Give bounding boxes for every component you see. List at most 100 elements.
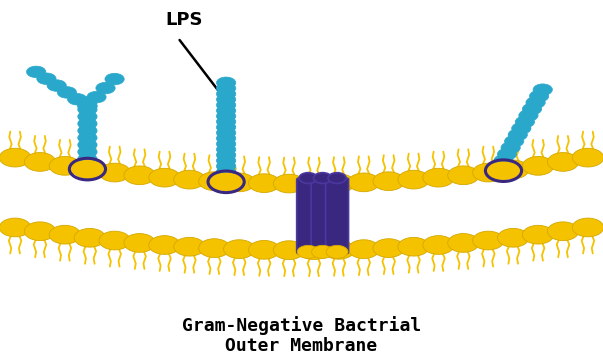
Circle shape bbox=[398, 170, 429, 189]
Circle shape bbox=[49, 225, 81, 244]
Circle shape bbox=[224, 240, 255, 258]
Circle shape bbox=[49, 157, 81, 175]
Circle shape bbox=[74, 160, 106, 179]
Circle shape bbox=[501, 142, 520, 153]
Circle shape bbox=[78, 146, 97, 158]
FancyBboxPatch shape bbox=[297, 178, 320, 254]
Circle shape bbox=[522, 103, 541, 115]
Circle shape bbox=[273, 174, 305, 193]
Circle shape bbox=[326, 245, 348, 258]
Circle shape bbox=[323, 174, 355, 193]
Circle shape bbox=[0, 218, 31, 237]
Circle shape bbox=[99, 231, 130, 250]
Circle shape bbox=[522, 157, 554, 175]
Circle shape bbox=[497, 160, 529, 179]
Text: LPS: LPS bbox=[165, 11, 203, 29]
Circle shape bbox=[99, 163, 130, 182]
Circle shape bbox=[519, 110, 538, 121]
Circle shape bbox=[78, 111, 97, 122]
Circle shape bbox=[216, 127, 236, 139]
Circle shape bbox=[348, 240, 379, 258]
Circle shape bbox=[328, 173, 346, 184]
Circle shape bbox=[216, 138, 236, 150]
Circle shape bbox=[216, 82, 236, 94]
Circle shape bbox=[447, 166, 479, 185]
Circle shape bbox=[373, 172, 405, 190]
Circle shape bbox=[248, 240, 280, 259]
Circle shape bbox=[488, 161, 519, 180]
Circle shape bbox=[78, 139, 97, 150]
Circle shape bbox=[124, 166, 156, 185]
Circle shape bbox=[216, 132, 236, 144]
Circle shape bbox=[323, 240, 355, 259]
Circle shape bbox=[522, 225, 554, 244]
Circle shape bbox=[314, 173, 332, 184]
Circle shape bbox=[494, 155, 513, 166]
Circle shape bbox=[373, 239, 405, 257]
Circle shape bbox=[37, 73, 56, 85]
Circle shape bbox=[78, 118, 97, 130]
Circle shape bbox=[398, 237, 429, 256]
Circle shape bbox=[105, 73, 124, 85]
Circle shape bbox=[216, 88, 236, 100]
Circle shape bbox=[78, 104, 97, 115]
Circle shape bbox=[216, 155, 236, 166]
Circle shape bbox=[216, 166, 236, 177]
Circle shape bbox=[96, 82, 115, 94]
Circle shape bbox=[216, 149, 236, 161]
Circle shape bbox=[505, 135, 524, 147]
Circle shape bbox=[216, 77, 236, 89]
FancyBboxPatch shape bbox=[311, 178, 334, 254]
Circle shape bbox=[299, 173, 317, 184]
Circle shape bbox=[24, 153, 55, 171]
Circle shape bbox=[572, 148, 603, 167]
Circle shape bbox=[174, 170, 205, 189]
Circle shape bbox=[508, 129, 528, 140]
Circle shape bbox=[216, 99, 236, 111]
Circle shape bbox=[216, 144, 236, 155]
Text: Gram-Negative Bactrial: Gram-Negative Bactrial bbox=[182, 316, 421, 335]
Circle shape bbox=[533, 84, 552, 95]
Circle shape bbox=[78, 132, 97, 144]
Circle shape bbox=[548, 153, 579, 171]
Circle shape bbox=[298, 241, 330, 260]
Polygon shape bbox=[0, 155, 603, 250]
Circle shape bbox=[248, 174, 280, 193]
Circle shape bbox=[47, 80, 66, 91]
Circle shape bbox=[348, 173, 379, 192]
Circle shape bbox=[423, 168, 454, 187]
Circle shape bbox=[297, 245, 319, 258]
Circle shape bbox=[572, 218, 603, 237]
Circle shape bbox=[216, 116, 236, 127]
Circle shape bbox=[529, 90, 549, 102]
Circle shape bbox=[298, 174, 330, 193]
Circle shape bbox=[78, 97, 97, 108]
Circle shape bbox=[210, 172, 242, 191]
Circle shape bbox=[224, 173, 255, 192]
Circle shape bbox=[149, 236, 180, 255]
Circle shape bbox=[87, 91, 106, 103]
Circle shape bbox=[174, 237, 205, 256]
Text: Outer Membrane: Outer Membrane bbox=[226, 337, 377, 355]
Circle shape bbox=[72, 160, 103, 179]
Circle shape bbox=[57, 87, 77, 98]
Circle shape bbox=[216, 94, 236, 105]
Circle shape bbox=[124, 234, 156, 252]
Circle shape bbox=[78, 153, 97, 165]
Circle shape bbox=[27, 66, 46, 78]
Circle shape bbox=[473, 231, 504, 250]
Circle shape bbox=[473, 163, 504, 182]
Circle shape bbox=[497, 148, 517, 160]
Circle shape bbox=[216, 122, 236, 133]
Circle shape bbox=[149, 168, 180, 187]
Circle shape bbox=[78, 100, 97, 112]
Circle shape bbox=[526, 97, 545, 108]
Circle shape bbox=[216, 105, 236, 116]
Circle shape bbox=[0, 148, 31, 167]
Circle shape bbox=[78, 100, 97, 112]
Circle shape bbox=[423, 236, 454, 255]
Circle shape bbox=[312, 245, 333, 258]
Circle shape bbox=[74, 228, 106, 247]
Circle shape bbox=[497, 228, 529, 247]
Circle shape bbox=[273, 241, 305, 260]
